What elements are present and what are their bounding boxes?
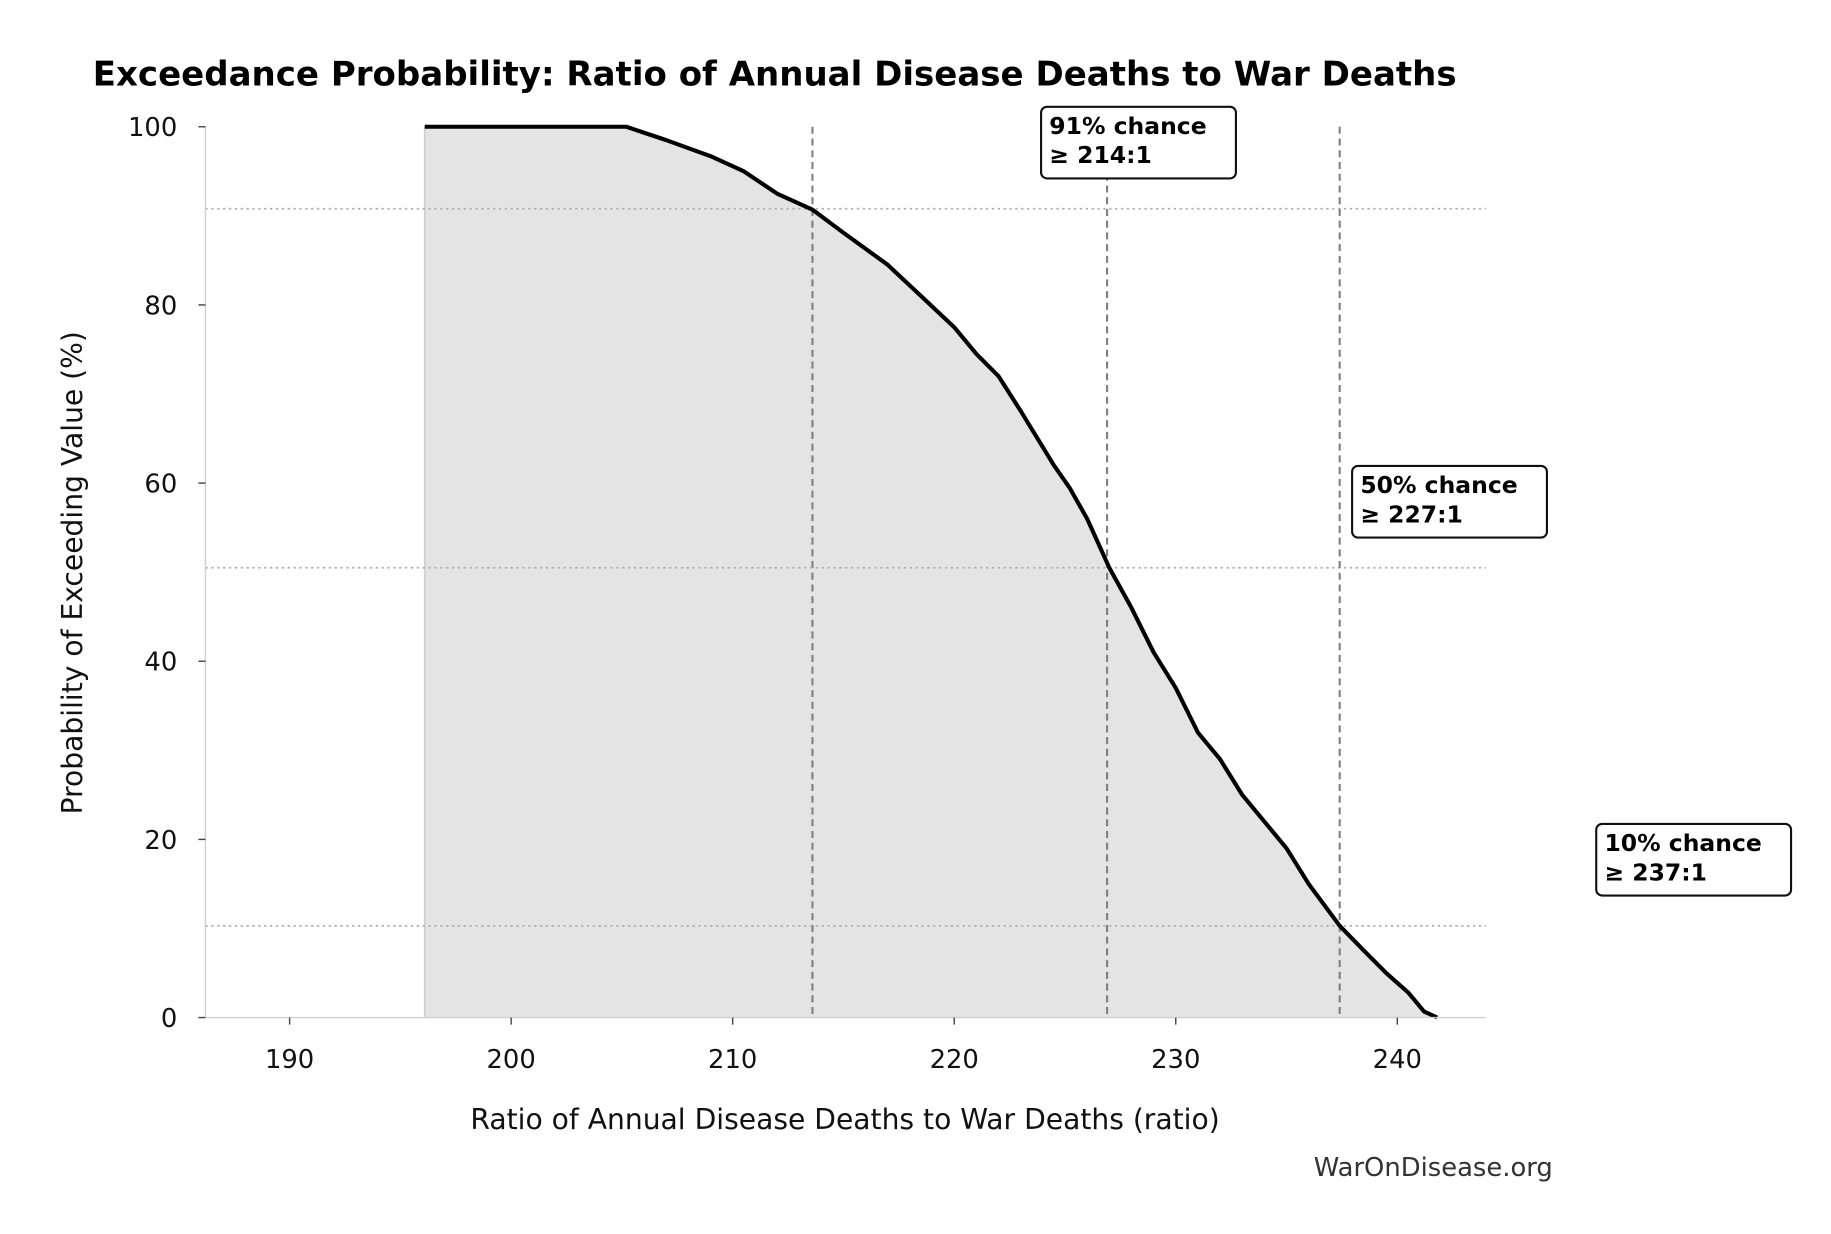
annotation-line2: ≥ 214:1 (1049, 141, 1152, 169)
annotation-box: 10% chance≥ 237:1 (1595, 822, 1793, 897)
annotation-frame (1351, 464, 1548, 539)
y-tick-label: 20 (144, 826, 177, 856)
y-tick-label: 80 (144, 291, 177, 321)
exceedance-curve (424, 124, 1439, 1020)
x-tick-label: 230 (1151, 1045, 1200, 1075)
annotation-frame (1595, 822, 1793, 897)
plot-area: 190 200 210 220 230 240 0 20 40 60 80 100 91% chance… (128, 105, 1793, 1075)
x-tick-label: 200 (487, 1045, 536, 1075)
x-tick-label: 220 (930, 1045, 979, 1075)
y-tick-label: 60 (144, 469, 177, 499)
annotation-line1: 91% chance (1049, 112, 1206, 140)
x-axis-label: Ratio of Annual Disease Deaths to War De… (470, 1103, 1219, 1136)
annotation-frame (1040, 105, 1237, 180)
annotation-line1: 50% chance (1360, 471, 1517, 499)
watermark: WarOnDisease.org (1314, 1153, 1553, 1183)
annotation-line1: 10% chance (1604, 829, 1761, 857)
x-tick-label: 210 (708, 1045, 757, 1075)
chart-title: Exceedance Probability: Ratio of Annual … (93, 55, 1457, 95)
area-fill (424, 126, 1438, 1018)
y-tick-label: 100 (128, 113, 177, 143)
y-axis-label: Probability of Exceeding Value (%) (56, 331, 89, 814)
annotation-box: 91% chance≥ 214:1 (1040, 105, 1237, 180)
x-tick-label: 240 (1373, 1045, 1422, 1075)
annotation-box: 50% chance≥ 227:1 (1351, 464, 1548, 539)
y-tick-label: 40 (144, 648, 177, 678)
x-tick-label: 190 (265, 1045, 314, 1075)
annotation-line2: ≥ 227:1 (1360, 500, 1463, 528)
annotation-line2: ≥ 237:1 (1604, 858, 1707, 886)
y-tick-label: 0 (161, 1004, 177, 1034)
